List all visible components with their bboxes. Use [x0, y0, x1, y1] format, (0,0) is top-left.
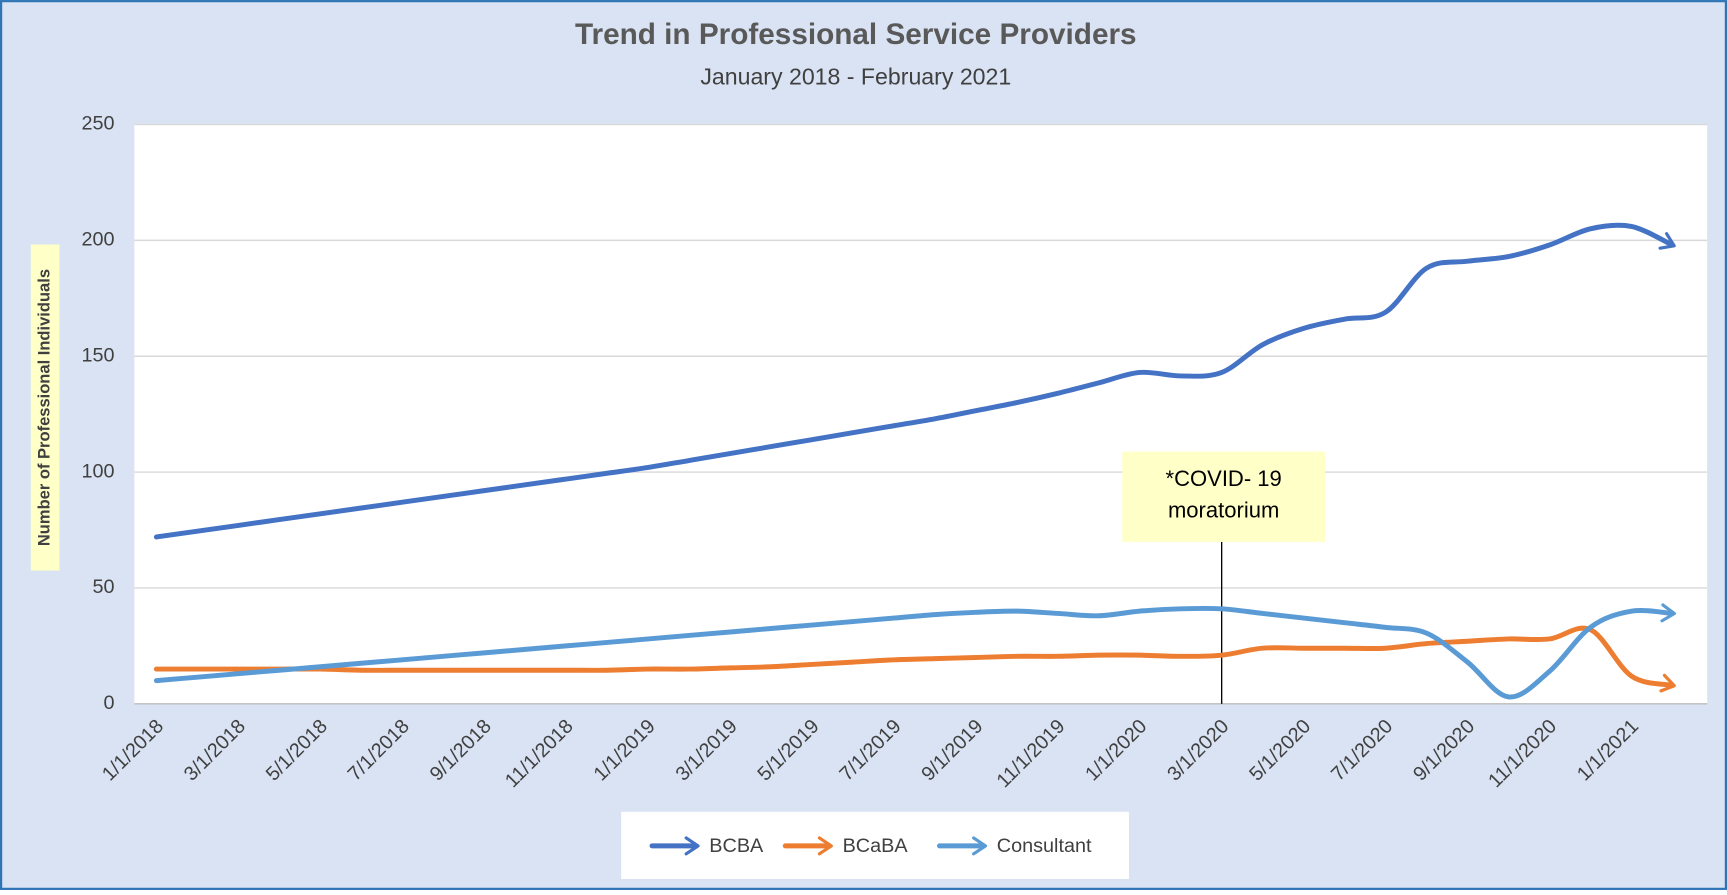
chart-title: Trend in Professional Service Providers	[575, 18, 1137, 51]
line-series	[153, 222, 1676, 540]
y-tick-label: 200	[81, 229, 114, 251]
y-axis-title: Number of Professional Individuals	[35, 269, 54, 546]
y-tick-label: 100	[81, 460, 114, 482]
annotation-box	[1122, 451, 1325, 542]
y-tick-label: 0	[104, 692, 115, 714]
y-label-background	[30, 244, 60, 571]
annotation-text: *COVID- 19 moratorium	[1165, 467, 1282, 524]
legend-box	[621, 811, 1129, 879]
line-series	[153, 603, 1676, 700]
annotation: *COVID- 19 moratorium	[1165, 467, 1282, 524]
chart-subtitle: January 2018 - February 2021	[700, 63, 1011, 89]
line-series	[153, 625, 1676, 693]
legend-label: Consultant	[997, 835, 1092, 857]
y-tick-label: 50	[92, 576, 114, 598]
y-tick-label: 250	[81, 113, 114, 135]
plot-area	[134, 124, 1708, 704]
y-tick-label: 150	[81, 344, 114, 366]
legend-label: BCaBA	[843, 835, 909, 857]
legend-label: BCBA	[709, 835, 764, 857]
